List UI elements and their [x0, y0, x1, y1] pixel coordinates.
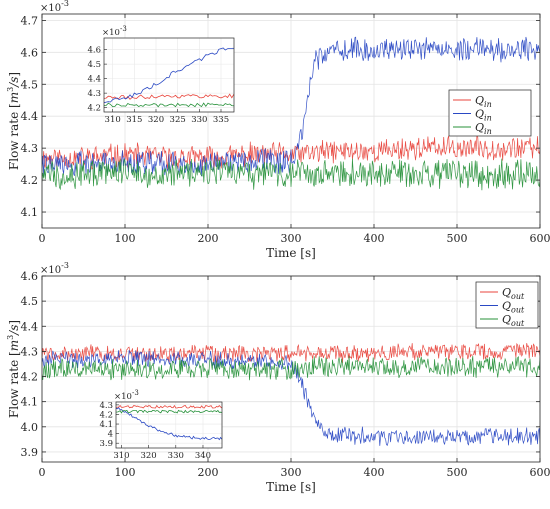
inset-exponent-label: ×10-3 — [102, 25, 127, 38]
y-tick-label: 4.7 — [21, 14, 39, 27]
inset-x-tick-label: 330 — [168, 451, 184, 461]
y-axis-label: Flow rate [m3/s] — [6, 72, 21, 170]
inset-series-line-3 — [116, 409, 222, 414]
x-tick-label: 200 — [198, 466, 219, 479]
inset-y-tick-label: 4.4 — [87, 75, 101, 85]
inset-axes-box — [115, 401, 223, 449]
legend-label-1: Qin — [475, 94, 492, 109]
inset-y-tick-label: 4.5 — [87, 60, 101, 70]
inset-x-tick-label: 335 — [213, 115, 229, 125]
y-tick-label: 4.5 — [21, 295, 39, 308]
y-tick-label: 4.6 — [21, 46, 39, 59]
y-tick-label: 3.9 — [21, 446, 39, 459]
inset-x-tick-label: 315 — [126, 115, 142, 125]
y-tick-label: 4.4 — [21, 110, 39, 123]
inset-x-tick-label: 310 — [113, 451, 129, 461]
series-line-1 — [42, 135, 540, 170]
y-tick-label: 4.6 — [21, 270, 39, 283]
inset-background — [116, 402, 222, 448]
inset-y-tick-label: 4.2 — [99, 410, 113, 420]
y-tick-label: 4.4 — [21, 320, 39, 333]
y-tick-label: 4.5 — [21, 78, 39, 91]
x-tick-label: 100 — [115, 232, 136, 245]
x-tick-label: 200 — [198, 232, 219, 245]
legend-label-3: Qout — [502, 313, 525, 328]
inset-x-tick-label: 320 — [148, 115, 164, 125]
x-tick-label: 300 — [281, 232, 302, 245]
series-line-3 — [42, 158, 540, 191]
inset-series-line-2 — [116, 407, 222, 441]
y-tick-label: 4.2 — [21, 174, 39, 187]
y-axis-label: Flow rate [m3/s] — [6, 320, 21, 418]
x-tick-label: 500 — [447, 232, 468, 245]
y-tick-label: 4.0 — [21, 421, 39, 434]
x-tick-label: 100 — [115, 466, 136, 479]
inset-x-tick-label: 340 — [195, 451, 211, 461]
inset-series-line-1 — [116, 404, 222, 409]
inset-y-tick-label: 4.3 — [99, 401, 113, 411]
legend-label-2: Qout — [502, 300, 525, 315]
inset-y-tick-label: 4.2 — [87, 104, 101, 114]
series-line-3 — [42, 355, 540, 381]
y-exponent-label: ×10-3 — [40, 261, 69, 276]
inset-x-tick-label: 310 — [105, 115, 121, 125]
y-tick-label: 4.1 — [21, 396, 39, 409]
inset-y-tick-label: 4 — [108, 430, 113, 440]
inset-y-tick-label: 4.6 — [87, 46, 101, 56]
x-tick-label: 500 — [447, 466, 468, 479]
y-tick-label: 4.3 — [21, 142, 39, 155]
x-tick-label: 400 — [364, 466, 385, 479]
legend-label-2: Qin — [475, 108, 492, 123]
inset-y-tick-label: 4.1 — [99, 420, 113, 430]
chart-panel-1: 0 100 200 300 400 500 600 4.1 4.2 4.3 4.4 4.5 4.6 4.7… — [6, 0, 550, 260]
series-line-2 — [42, 349, 540, 447]
inset-series-line-3 — [104, 102, 234, 108]
x-tick-label: 400 — [364, 232, 385, 245]
y-exponent-label: ×10-3 — [40, 0, 69, 14]
inset-y-tick-label: 3.9 — [99, 439, 113, 449]
inset-exponent-label: ×10-3 — [114, 389, 139, 402]
inset-background — [104, 38, 234, 112]
y-tick-label: 4.3 — [21, 345, 39, 358]
inset-y-tick-label: 4.3 — [87, 89, 101, 99]
inset-axes-box — [103, 37, 235, 113]
chart-panel-2: 0 100 200 300 400 500 6003.94.04.14.24.34.44.5… — [6, 261, 550, 494]
inset-chart: 310 320 330 340 3.944.14.24.3×10-3 — [99, 389, 223, 461]
inset-chart: 310 315 320 325 330 335 4.2 4.3 4.4 4.5 4.6×10-3 — [87, 25, 235, 125]
legend-label-3: Qin — [475, 121, 492, 136]
x-tick-label: 0 — [39, 466, 46, 479]
x-axis-label: Time [s] — [266, 480, 316, 494]
x-tick-label: 300 — [281, 466, 302, 479]
legend-label-1: Qout — [502, 286, 525, 301]
inset-series-line-2 — [104, 47, 234, 104]
inset-x-tick-label: 320 — [140, 451, 156, 461]
y-tick-label: 4.1 — [21, 206, 39, 219]
x-axis-label: Time [s] — [266, 246, 316, 260]
y-tick-label: 4.2 — [21, 371, 39, 384]
inset-x-tick-label: 325 — [170, 115, 186, 125]
x-tick-label: 0 — [39, 232, 46, 245]
x-tick-label: 600 — [530, 232, 550, 245]
x-tick-label: 600 — [530, 466, 550, 479]
inset-x-tick-label: 330 — [191, 115, 207, 125]
